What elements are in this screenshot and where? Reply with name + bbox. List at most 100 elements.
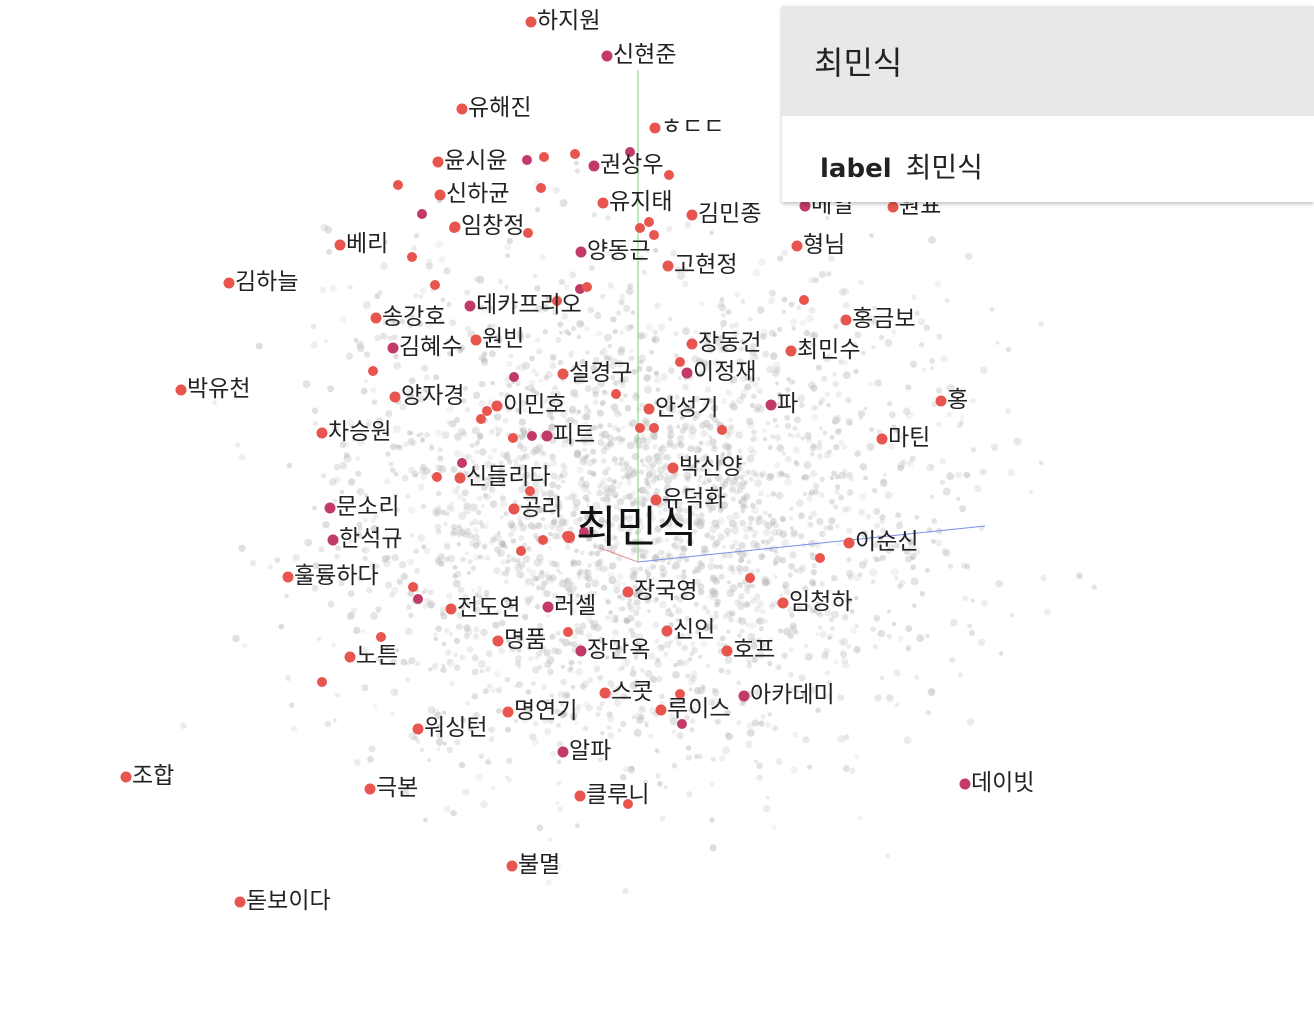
neighbor-point[interactable]: [327, 534, 339, 546]
neighbor-point[interactable]: [389, 391, 401, 403]
neighbor-word[interactable]: 양자경: [389, 383, 465, 409]
neighbor-point[interactable]: [316, 427, 328, 439]
neighbor-point[interactable]: [470, 334, 482, 346]
neighbor-point[interactable]: [456, 103, 468, 115]
neighbor-word[interactable]: 형님: [791, 232, 846, 258]
neighbor-point[interactable]: [717, 425, 727, 435]
neighbor-point[interactable]: [649, 122, 661, 134]
neighbor-word[interactable]: 유덕화: [650, 486, 726, 512]
neighbor-word[interactable]: 전도연: [445, 595, 521, 621]
neighbor-point[interactable]: [516, 546, 526, 556]
neighbor-word[interactable]: 워싱턴: [412, 715, 488, 741]
neighbor-point[interactable]: [876, 433, 888, 445]
neighbor-point[interactable]: [434, 189, 446, 201]
neighbor-point[interactable]: [622, 586, 634, 598]
neighbor-point[interactable]: [574, 790, 586, 802]
neighbor-point[interactable]: [542, 601, 554, 613]
neighbor-point[interactable]: [491, 400, 503, 412]
neighbor-point[interactable]: [234, 896, 246, 908]
neighbor-word[interactable]: 훌륭하다: [282, 563, 379, 589]
neighbor-word[interactable]: 호프: [721, 637, 776, 663]
neighbor-point[interactable]: [649, 423, 659, 433]
neighbor-word[interactable]: 돋보이다: [234, 888, 331, 914]
neighbor-word[interactable]: 클루니: [574, 782, 650, 808]
neighbor-point[interactable]: [508, 433, 518, 443]
neighbor-point[interactable]: [525, 486, 535, 496]
neighbor-point[interactable]: [582, 282, 592, 292]
neighbor-word[interactable]: 노튼: [344, 643, 399, 669]
neighbor-word[interactable]: 장만옥: [575, 637, 651, 663]
neighbor-point[interactable]: [412, 723, 424, 735]
neighbor-point[interactable]: [407, 252, 417, 262]
neighbor-point[interactable]: [681, 367, 693, 379]
neighbor-point[interactable]: [464, 300, 476, 312]
neighbor-point[interactable]: [677, 719, 687, 729]
neighbor-point[interactable]: [508, 503, 520, 515]
neighbor-word[interactable]: 임창정: [449, 213, 525, 239]
neighbor-point[interactable]: [552, 296, 562, 306]
neighbor-point[interactable]: [935, 395, 947, 407]
neighbor-word[interactable]: 이정재: [681, 359, 757, 385]
neighbor-point[interactable]: [324, 502, 336, 514]
neighbor-point[interactable]: [334, 239, 346, 251]
neighbor-point[interactable]: [662, 260, 674, 272]
neighbor-word[interactable]: 하지원: [525, 8, 601, 34]
neighbor-point[interactable]: [721, 645, 733, 657]
neighbor-point[interactable]: [476, 414, 486, 424]
neighbor-point[interactable]: [840, 314, 852, 326]
neighbor-point[interactable]: [686, 338, 698, 350]
neighbor-point[interactable]: [563, 627, 573, 637]
neighbor-point[interactable]: [655, 704, 667, 716]
neighbor-point[interactable]: [557, 368, 569, 380]
neighbor-point[interactable]: [368, 366, 378, 376]
neighbor-word[interactable]: 차승원: [316, 419, 392, 445]
neighbor-word[interactable]: 이민호: [491, 392, 567, 418]
neighbor-word[interactable]: 마틴: [876, 425, 931, 451]
neighbor-point[interactable]: [557, 746, 569, 758]
neighbor-point[interactable]: [449, 221, 461, 233]
neighbor-word[interactable]: 장국영: [622, 578, 698, 604]
neighbor-point[interactable]: [502, 706, 514, 718]
neighbor-word[interactable]: 공리: [508, 495, 563, 521]
neighbor-point[interactable]: [317, 677, 327, 687]
neighbor-word[interactable]: 러셀: [542, 593, 597, 619]
neighbor-word[interactable]: 홍: [935, 387, 969, 413]
neighbor-word[interactable]: 불멸: [506, 852, 561, 878]
neighbor-point[interactable]: [579, 527, 589, 537]
neighbor-point[interactable]: [492, 635, 504, 647]
neighbor-word[interactable]: 신인: [661, 617, 716, 643]
neighbor-word[interactable]: 임청하: [777, 589, 853, 615]
neighbor-word[interactable]: 김하늘: [223, 269, 299, 295]
neighbor-word[interactable]: 윤시윤: [432, 148, 508, 174]
neighbor-word[interactable]: 데카프리오: [464, 292, 582, 318]
neighbor-word[interactable]: 파: [765, 391, 799, 417]
neighbor-word[interactable]: 스콧: [599, 679, 654, 705]
neighbor-point[interactable]: [597, 197, 609, 209]
neighbor-word[interactable]: 양동근: [575, 238, 651, 264]
neighbor-point[interactable]: [745, 573, 755, 583]
neighbor-word[interactable]: 데이빗: [959, 770, 1035, 796]
neighbor-point[interactable]: [643, 403, 655, 415]
neighbor-word[interactable]: 이순신: [843, 529, 919, 555]
neighbor-word[interactable]: 설경구: [557, 360, 633, 386]
neighbor-point[interactable]: [649, 230, 659, 240]
neighbor-point[interactable]: [599, 687, 611, 699]
neighbor-word[interactable]: 장동건: [686, 330, 762, 356]
neighbor-word[interactable]: 극본: [364, 775, 419, 801]
neighbor-point[interactable]: [370, 312, 382, 324]
neighbor-word[interactable]: 문소리: [324, 494, 400, 520]
neighbor-word[interactable]: 루이스: [655, 696, 731, 722]
neighbor-point[interactable]: [777, 597, 789, 609]
neighbor-point[interactable]: [799, 200, 811, 212]
neighbor-point[interactable]: [539, 152, 549, 162]
neighbor-point[interactable]: [282, 571, 294, 583]
neighbor-point[interactable]: [523, 228, 533, 238]
neighbor-word[interactable]: 유지태: [597, 189, 673, 215]
neighbor-word[interactable]: 김민종: [686, 201, 762, 227]
neighbor-point[interactable]: [675, 357, 685, 367]
neighbor-word[interactable]: 송강호: [370, 304, 446, 330]
selected-point[interactable]: 최민식: [563, 502, 697, 553]
neighbor-word[interactable]: 아카데미: [738, 682, 835, 708]
neighbor-word[interactable]: 권상우: [588, 152, 664, 178]
